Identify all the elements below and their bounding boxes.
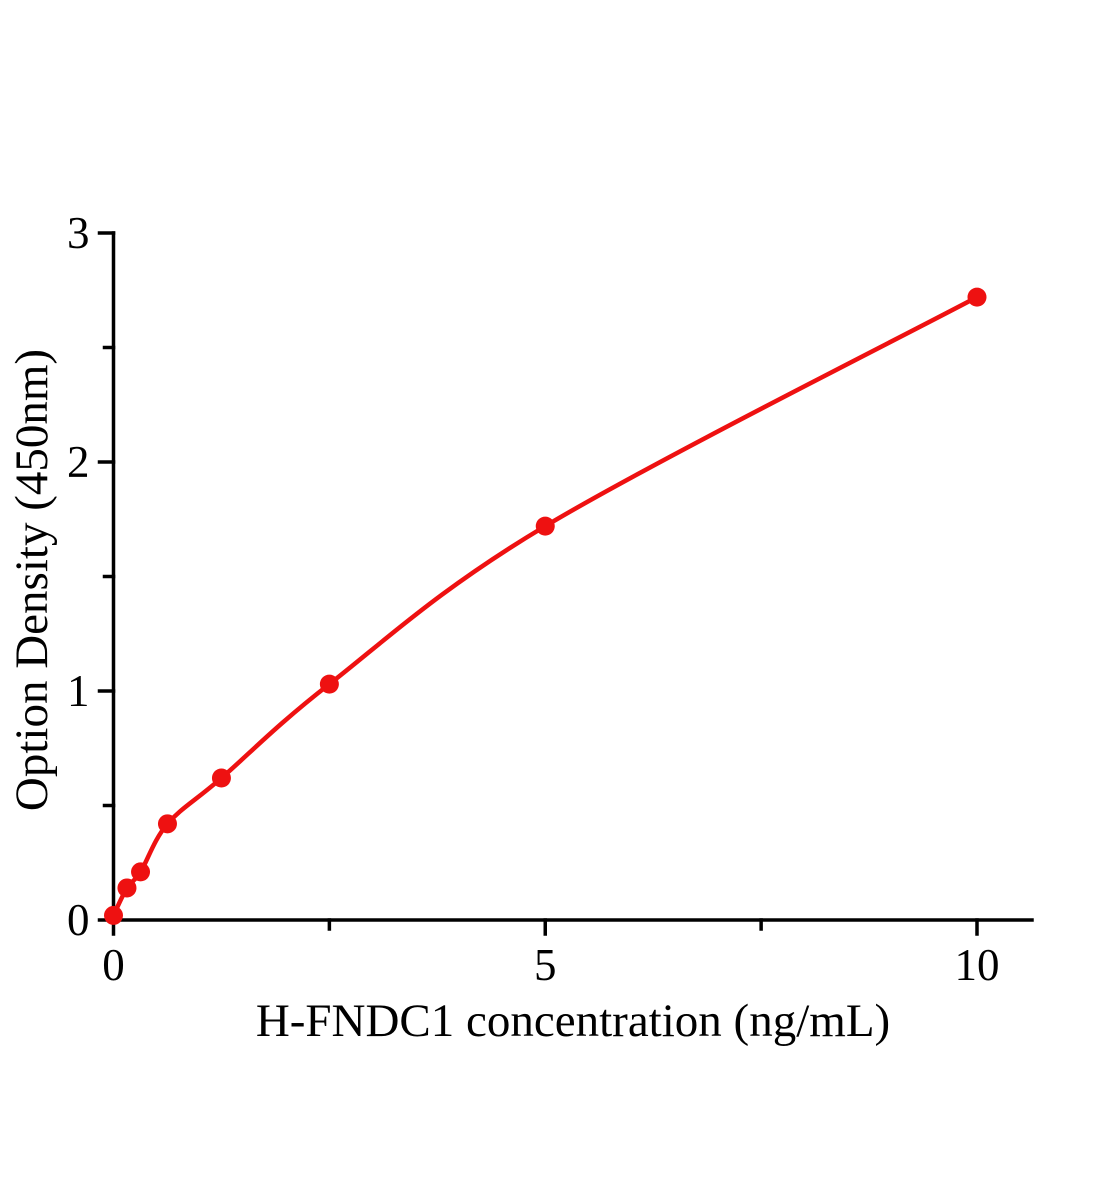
axes-layer: 0 5 10 0 1 2 3 [67, 208, 1034, 990]
data-point-marker [157, 814, 177, 834]
y-tick-label: 1 [67, 666, 90, 716]
data-point-marker [319, 674, 339, 694]
x-tick-label: 5 [534, 940, 557, 990]
data-point-marker [104, 905, 123, 925]
x-tick-label: 0 [102, 940, 125, 990]
y-tick-label: 3 [67, 208, 90, 258]
series-layer [104, 287, 987, 925]
y-axis-title: Option Density (450nm) [6, 349, 58, 811]
data-point-marker [211, 768, 231, 788]
data-point-marker [117, 878, 137, 898]
data-point-marker [535, 516, 555, 536]
x-tick-label: 10 [955, 940, 1000, 990]
y-tick-label: 0 [67, 895, 90, 945]
x-axis-title: H-FNDC1 concentration (ng/mL) [256, 995, 890, 1047]
data-point-marker [131, 862, 151, 882]
fit-curve-line [111, 295, 979, 917]
y-tick-label: 2 [67, 437, 90, 487]
data-point-marker [967, 287, 987, 307]
